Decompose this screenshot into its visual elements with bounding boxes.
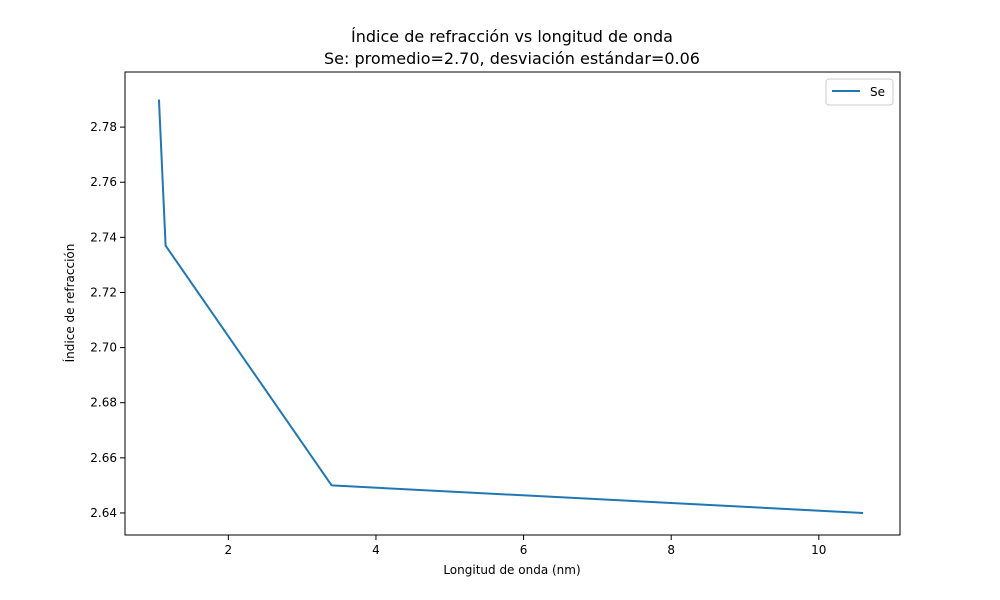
x-tick-label: 2 bbox=[225, 543, 233, 557]
y-tick-label: 2.66 bbox=[90, 451, 117, 465]
series-line-se bbox=[157, 99, 864, 514]
y-tick-label: 2.74 bbox=[90, 230, 117, 244]
chart-subtitle: Se: promedio=2.70, desviación estándar=0… bbox=[324, 49, 700, 68]
y-tick-label: 2.78 bbox=[90, 120, 117, 134]
x-axis-label: Longitud de onda (nm) bbox=[443, 563, 580, 577]
y-tick-label: 2.72 bbox=[90, 285, 117, 299]
plot-area-frame bbox=[124, 71, 901, 536]
x-tick-label: 6 bbox=[520, 543, 528, 557]
legend: Se bbox=[825, 78, 894, 106]
y-axis-label: Índice de refracción bbox=[62, 244, 77, 363]
chart-title: Índice de refracción vs longitud de onda bbox=[351, 27, 673, 46]
x-tick-label: 4 bbox=[372, 543, 380, 557]
x-tick-label: 8 bbox=[667, 543, 675, 557]
legend-label-se: Se bbox=[870, 85, 885, 99]
x-tick-label: 10 bbox=[811, 543, 826, 557]
y-tick-label: 2.64 bbox=[90, 506, 117, 520]
series-lines bbox=[157, 99, 864, 514]
x-axis-ticks: 2 4 6 8 10 bbox=[225, 535, 826, 557]
y-tick-label: 2.70 bbox=[90, 341, 117, 355]
y-tick-label: 2.68 bbox=[90, 396, 117, 410]
y-tick-label: 2.76 bbox=[90, 175, 117, 189]
y-axis-ticks: 2.64 2.66 2.68 2.70 2.72 2.74 2.76 2.78 bbox=[90, 120, 125, 520]
